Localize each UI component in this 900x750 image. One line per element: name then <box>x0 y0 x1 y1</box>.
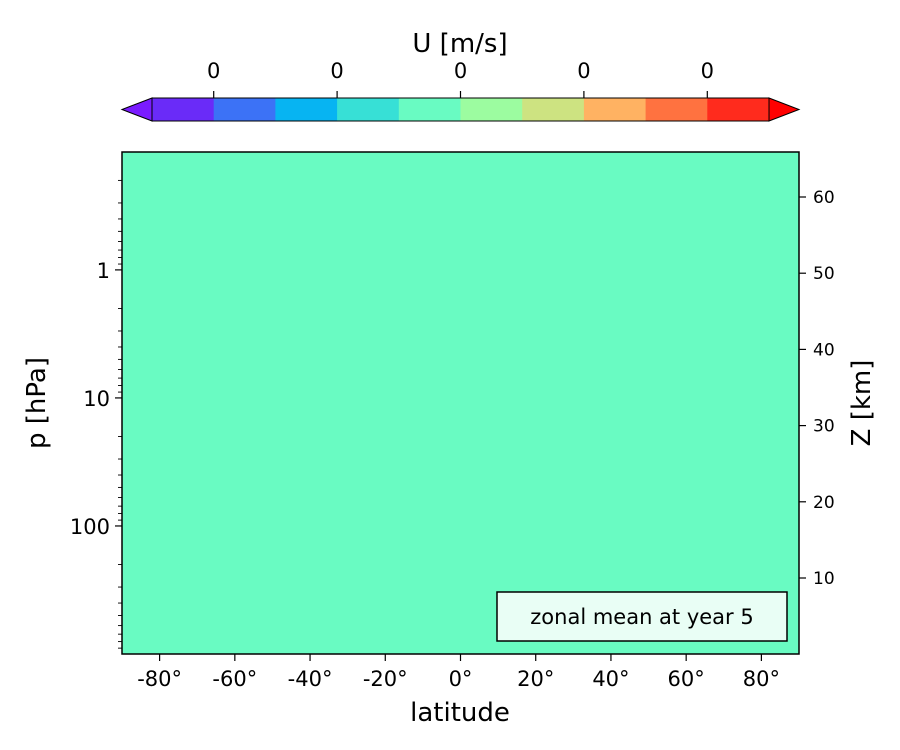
x-axis-ticks: -80° -60° -40° -20° 0° 20° 40° 60° 80° <box>137 654 780 691</box>
colorbar-segment <box>152 98 215 121</box>
x-tick-label: 80° <box>743 667 780 691</box>
colorbar-segment <box>337 98 400 121</box>
right-y-axis-label: Z [km] <box>847 360 877 447</box>
colorbar-tick-label: 0 <box>454 59 467 83</box>
x-tick-label: 60° <box>668 667 705 691</box>
colorbar-max-extend-arrow <box>768 97 801 122</box>
colorbar-segments <box>152 98 770 121</box>
colorbar-tick-label: 0 <box>577 59 590 83</box>
left-y-tick-label: 10 <box>83 387 110 411</box>
x-tick-label: 40° <box>592 667 629 691</box>
colorbar-segment <box>522 98 585 121</box>
colorbar: U [m/s] 0 0 0 0 0 <box>120 29 801 122</box>
colorbar-tick-label: 0 <box>701 59 714 83</box>
x-tick-label: -40° <box>288 667 333 691</box>
colorbar-label: U [m/s] <box>412 29 507 59</box>
colorbar-tick-label: 0 <box>330 59 343 83</box>
x-tick-label: 20° <box>517 667 554 691</box>
x-axis-label: latitude <box>410 698 510 728</box>
x-tick-label: -60° <box>212 667 257 691</box>
right-y-tick-label: 30 <box>813 417 835 437</box>
left-y-axis-ticks: 1 10 100 <box>70 259 122 539</box>
annotation-box: zonal mean at year 5 <box>496 591 788 642</box>
plot-frame <box>121 151 800 655</box>
left-y-axis-minor-ticks <box>118 179 122 649</box>
colorbar-segment <box>460 98 523 121</box>
colorbar-segment <box>707 98 770 121</box>
zonal-wind-field <box>122 152 799 654</box>
x-tick-label: -20° <box>363 667 408 691</box>
right-y-axis-ticks: 10 20 30 40 50 60 <box>799 188 835 589</box>
colorbar-min-extend-arrow <box>120 97 153 122</box>
x-tick-label: 0° <box>449 667 473 691</box>
colorbar-segment <box>213 98 276 121</box>
right-y-tick-label: 60 <box>813 188 835 208</box>
x-tick-label: -80° <box>137 667 182 691</box>
right-y-tick-label: 20 <box>813 493 835 513</box>
right-y-tick-label: 10 <box>813 569 835 589</box>
left-y-tick-label: 100 <box>70 515 110 539</box>
right-y-tick-label: 40 <box>813 340 835 360</box>
left-y-tick-label: 1 <box>97 259 110 283</box>
colorbar-ticks: 0 0 0 0 0 <box>207 59 714 98</box>
plot-area: -80° -60° -40° -20° 0° 20° 40° 60° 80° 1 10 100 10… <box>22 151 877 728</box>
colorbar-segment <box>275 98 338 121</box>
colorbar-outline <box>151 97 770 122</box>
annotation-text: zonal mean at year 5 <box>530 605 753 629</box>
left-y-axis-label: p [hPa] <box>22 357 52 449</box>
colorbar-segment <box>398 98 461 121</box>
right-y-tick-label: 50 <box>813 264 835 284</box>
colorbar-segment <box>645 98 708 121</box>
colorbar-tick-label: 0 <box>207 59 220 83</box>
colorbar-segment <box>583 98 647 121</box>
